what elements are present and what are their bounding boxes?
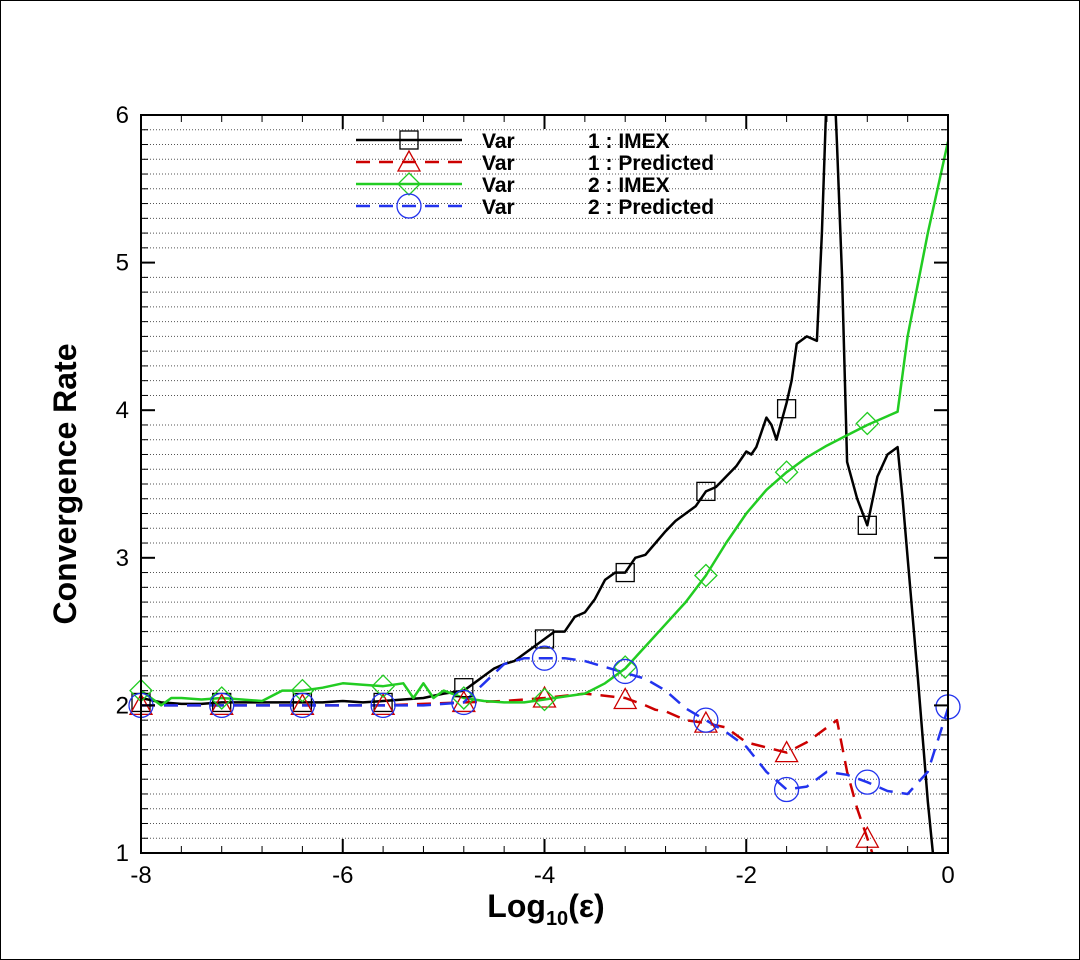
series-line-var2-imex [141, 141, 948, 707]
data-point-var1-predicted [290, 693, 315, 716]
legend-label-var2-predicted: 2 : Predicted [588, 196, 714, 219]
legend: Var 1 : IMEX Var 1 : Predicted Var 2 : IMEX Va… [356, 130, 714, 219]
legend-var-var2-imex: Var [482, 174, 515, 197]
data-point-var2-imex [532, 687, 557, 712]
data-point-var1-predicted [451, 690, 476, 713]
y-tick-label: 6 [116, 102, 129, 129]
data-point-var2-predicted [693, 707, 719, 733]
data-point-var2-imex [693, 563, 718, 588]
legend-marker-var1-predicted [396, 149, 422, 172]
data-point-var2-imex [774, 460, 799, 485]
data-point-var1-imex [696, 481, 716, 502]
x-axis-title-epsilon: (ε) [568, 888, 605, 924]
data-point-var1-imex [776, 399, 797, 419]
y-tick-label: 3 [116, 545, 129, 572]
legend-label-var1-imex: 1 : IMEX [588, 130, 670, 153]
data-point-var2-predicted [612, 658, 638, 685]
legend-var-var1-imex: Var [482, 130, 515, 153]
data-point-var2-predicted [209, 692, 235, 719]
data-point-var2-imex [855, 411, 880, 436]
data-point-var1-predicted [532, 685, 557, 708]
axis-ticks [140, 114, 949, 854]
x-tick-label: -6 [332, 862, 353, 889]
y-tick-label: 4 [116, 397, 129, 424]
x-tick-label: -2 [736, 862, 757, 889]
y-tick-label: 2 [116, 692, 129, 719]
y-tick-label: 5 [116, 250, 129, 277]
x-axis-title-subscript: 10 [546, 908, 568, 930]
data-point-var2-imex [290, 678, 315, 703]
data-point-var1-predicted [774, 740, 799, 763]
data-point-var2-predicted [289, 692, 316, 719]
data-point-var1-imex [857, 515, 877, 535]
data-point-var2-imex [451, 686, 476, 710]
data-point-var1-imex [615, 562, 635, 583]
data-point-var2-predicted [854, 769, 880, 795]
legend-marker-var2-imex [397, 172, 421, 196]
legend-label-var1-predicted: 1 : Predicted [588, 152, 714, 175]
series-line-var1-imex [141, 115, 935, 853]
legend-label-var2-imex: 2 : IMEX [588, 174, 670, 197]
data-point-var2-imex [209, 686, 234, 710]
data-point-var1-imex [534, 629, 555, 649]
data-point-var2-predicted [531, 645, 558, 671]
data-point-var2-imex [371, 674, 396, 699]
data-point-var2-predicted [773, 776, 800, 803]
x-axis-title-log: Log [487, 888, 546, 924]
series-line-var2-predicted [141, 656, 948, 796]
x-axis-title: Log10(ε) [487, 888, 604, 930]
data-point-var2-imex [613, 655, 638, 679]
x-tick-label: -4 [534, 862, 555, 889]
data-point-var1-predicted [371, 693, 396, 716]
y-tick-label: 1 [116, 840, 129, 867]
data-point-var1-imex [454, 678, 474, 698]
data-point-var2-predicted [370, 692, 396, 719]
legend-marker-var1-imex [399, 130, 419, 150]
tick-labels: 1 2 3 4 5 6 -8 -6 -4 -2 0 [116, 102, 955, 889]
legend-marker-var2-predicted [396, 193, 422, 219]
series-line-var1-predicted [141, 692, 874, 853]
legend-var-var1-predicted: Var [482, 152, 515, 175]
series-layer [141, 115, 948, 853]
x-tick-label: 0 [941, 862, 954, 889]
legend-var-var2-predicted: Var [482, 196, 515, 219]
data-point-var1-predicted [613, 687, 638, 710]
x-tick-label: -8 [130, 862, 151, 889]
y-axis-title: Convergence Rate [47, 344, 83, 625]
data-point-var2-predicted [451, 689, 477, 716]
